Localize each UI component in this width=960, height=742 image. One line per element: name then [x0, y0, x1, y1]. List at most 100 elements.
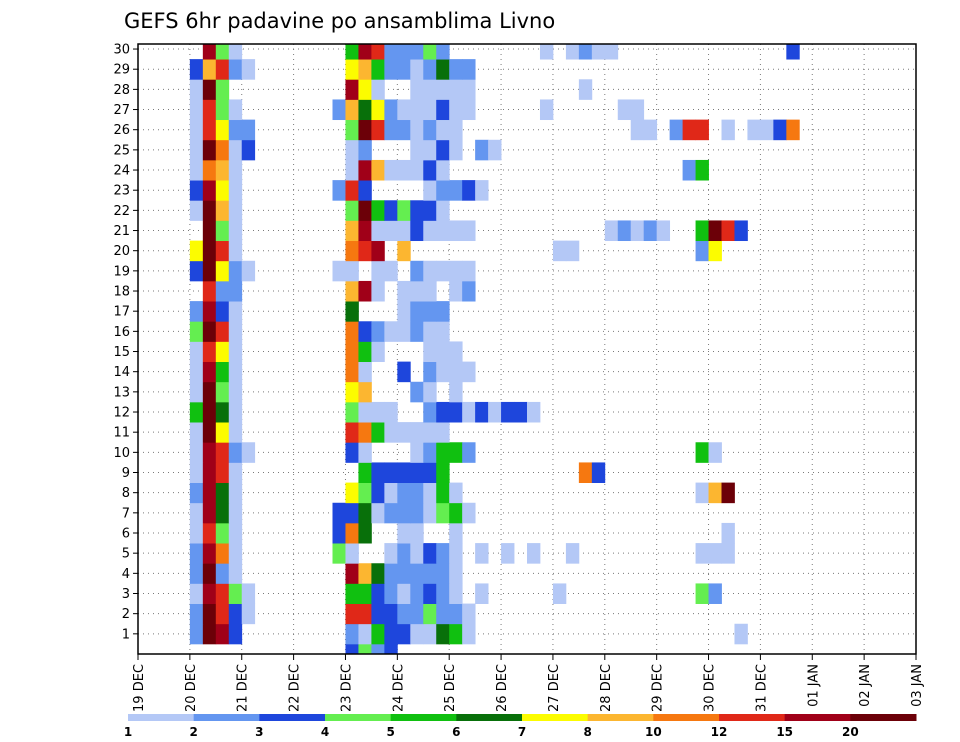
heatmap-cell — [591, 462, 606, 483]
heatmap-cell — [695, 543, 709, 564]
heatmap-cell — [241, 139, 256, 161]
heatmap-cell — [449, 341, 463, 363]
heatmap-cell — [202, 200, 217, 221]
y-tick-label: 1 — [122, 627, 130, 642]
heatmap-cell — [397, 99, 411, 121]
y-tick-label: 24 — [113, 164, 130, 179]
heatmap-cell — [189, 200, 204, 221]
heatmap-cell — [228, 583, 243, 604]
heatmap-cell — [436, 159, 450, 181]
heatmap-cell — [423, 280, 437, 302]
heatmap-cells — [189, 44, 800, 655]
heatmap-cell — [228, 260, 243, 282]
heatmap-cell — [384, 623, 398, 645]
heatmap-cell — [384, 260, 398, 282]
x-tick-label: 24 DEC — [391, 664, 406, 712]
heatmap-cell — [358, 99, 372, 121]
heatmap-cell — [410, 623, 424, 645]
heatmap-cell — [656, 220, 671, 242]
heatmap-cell — [695, 159, 709, 181]
heatmap-cell — [397, 482, 411, 504]
heatmap-cell — [423, 220, 437, 242]
heatmap-cell — [215, 563, 230, 584]
heatmap-cell — [384, 44, 398, 60]
heatmap-cell — [423, 119, 437, 141]
heatmap-cell — [436, 422, 450, 443]
heatmap-cell — [228, 200, 243, 221]
heatmap-cell — [423, 502, 437, 524]
heatmap-cell — [384, 643, 398, 655]
heatmap-cell — [189, 341, 204, 363]
heatmap-cell — [345, 139, 359, 161]
heatmap-cell — [462, 260, 476, 282]
heatmap-cell — [410, 99, 424, 121]
heatmap-cell — [189, 321, 204, 342]
y-tick-label: 21 — [113, 224, 130, 239]
legend-label: 2 — [189, 725, 197, 739]
color-legend: 1 2 3 4 5 6 7 8 10 12 15 20 — [124, 714, 917, 739]
heatmap-cell — [345, 583, 359, 604]
heatmap-cell — [462, 280, 476, 302]
legend-label: 4 — [321, 725, 329, 739]
plot-frame — [137, 43, 917, 655]
heatmap-cell — [436, 401, 450, 423]
heatmap-cell — [384, 482, 398, 504]
heatmap-cell — [630, 220, 645, 242]
heatmap-cell — [449, 482, 463, 504]
heatmap-cell — [384, 200, 398, 221]
heatmap-cell — [345, 563, 359, 584]
heatmap-cell — [449, 220, 463, 242]
heatmap-cell — [397, 543, 411, 564]
heatmap-cell — [332, 99, 346, 121]
heatmap-cell — [241, 59, 256, 80]
heatmap-cell — [578, 462, 593, 483]
heatmap-cell — [215, 301, 230, 322]
heatmap-cell — [384, 59, 398, 80]
legend-label: 12 — [711, 725, 728, 739]
heatmap-cell — [189, 482, 204, 504]
x-tick-label: 22 DEC — [288, 664, 303, 712]
y-tick-label: 14 — [113, 365, 130, 380]
x-tick-label: 30 DEC — [703, 664, 718, 712]
heatmap-cell — [228, 401, 243, 423]
heatmap-cell — [228, 623, 243, 645]
heatmap-cell — [358, 422, 372, 443]
x-tick-label: 29 DEC — [651, 664, 666, 712]
heatmap-cell — [215, 442, 230, 463]
heatmap-cell — [397, 200, 411, 221]
heatmap-cell — [345, 159, 359, 181]
heatmap-cell — [423, 341, 437, 363]
heatmap-cell — [643, 119, 658, 141]
heatmap-cell — [189, 563, 204, 584]
heatmap-cell — [228, 119, 243, 141]
y-tick-label: 7 — [122, 506, 130, 521]
heatmap-cell — [384, 563, 398, 584]
heatmap-cell — [397, 583, 411, 604]
heatmap-cell — [423, 462, 437, 483]
heatmap-cell — [358, 180, 372, 201]
y-tick-label: 9 — [122, 466, 130, 481]
heatmap-cell — [371, 401, 385, 423]
heatmap-cell — [436, 482, 450, 504]
heatmap-cell — [449, 442, 463, 463]
heatmap-cell — [384, 159, 398, 181]
heatmap-cell — [436, 543, 450, 564]
heatmap-cell — [332, 260, 346, 282]
heatmap-cell — [371, 482, 385, 504]
heatmap-cell — [384, 220, 398, 242]
x-tick-label: 21 DEC — [236, 664, 251, 712]
heatmap-cell — [189, 603, 204, 625]
heatmap-cell — [423, 200, 437, 221]
heatmap-cell — [345, 543, 359, 564]
heatmap-cell — [410, 119, 424, 141]
heatmap-cell — [215, 139, 230, 161]
heatmap-cell — [423, 422, 437, 443]
heatmap-cell — [202, 139, 217, 161]
heatmap-cell — [708, 240, 722, 262]
y-tick-label: 28 — [113, 83, 130, 98]
heatmap-cell — [449, 180, 463, 201]
heatmap-cell — [410, 260, 424, 282]
heatmap-cell — [397, 240, 411, 262]
heatmap-cell — [488, 401, 502, 423]
legend-swatch — [850, 714, 917, 721]
